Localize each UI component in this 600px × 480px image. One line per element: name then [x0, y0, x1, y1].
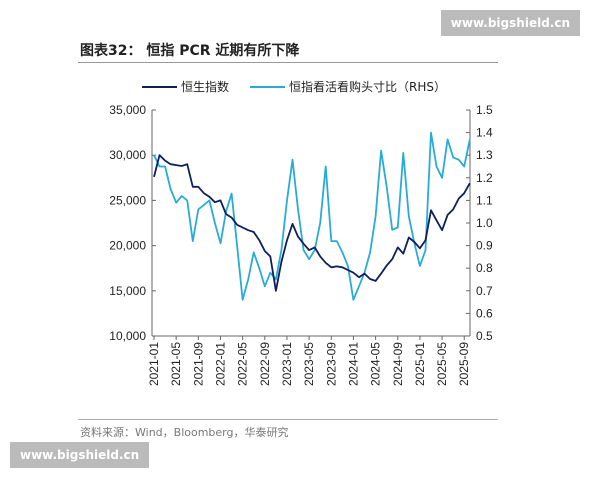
right-tick-label: 0.8: [476, 261, 493, 275]
left-tick-label: 25,000: [109, 193, 146, 207]
legend-label-pcr: 恒指看活看购头寸比（RHS）: [289, 79, 446, 94]
x-tick-label: 2022-01: [213, 342, 227, 386]
chart-title: 图表32： 恒指 PCR 近期有所下降: [80, 43, 300, 59]
x-tick-label: 2024-05: [369, 342, 383, 386]
x-tick-label: 2022-05: [236, 342, 250, 386]
x-tick-label: 2025-05: [435, 342, 449, 386]
left-tick-label: 20,000: [109, 239, 146, 253]
x-tick-label: 2025-09: [457, 342, 471, 386]
x-tick-label: 2024-01: [346, 342, 360, 386]
x-tick-label: 2021-09: [191, 342, 205, 386]
left-tick-label: 35,000: [109, 103, 146, 117]
left-tick-label: 10,000: [109, 329, 146, 343]
x-tick-label: 2021-01: [147, 342, 161, 386]
right-tick-label: 1.2: [476, 171, 493, 185]
axes: 10,000 15,000 20,000 25,000 30,000 35,000 0.5 0…: [109, 103, 493, 386]
x-tick-label: 2021-05: [169, 342, 183, 386]
left-tick-label: 30,000: [109, 148, 146, 162]
right-tick-label: 0.9: [476, 239, 493, 253]
series-line-hsi: [153, 154, 471, 292]
x-tick-label: 2024-09: [391, 342, 405, 386]
x-tick-label: 2023-05: [302, 342, 316, 386]
legend: 恒生指数 恒指看活看购头寸比（RHS）: [142, 79, 446, 94]
right-tick-label: 1.1: [476, 193, 493, 207]
series-line-pcr: [153, 131, 471, 301]
x-tick-label: 2022-09: [258, 342, 272, 386]
source-note: 资料来源：Wind，Bloomberg，华泰研究: [80, 426, 289, 439]
right-tick-label: 0.5: [476, 329, 493, 343]
x-tick-label: 2025-01: [413, 342, 427, 386]
right-tick-label: 1.0: [476, 216, 493, 230]
right-tick-label: 0.6: [476, 306, 493, 320]
watermark-bottom: www.bigshield.cn: [10, 442, 150, 468]
left-tick-label: 15,000: [109, 284, 146, 298]
legend-label-hsi: 恒生指数: [181, 79, 229, 94]
right-tick-label: 1.3: [476, 148, 493, 162]
watermark-top: www.bigshield.cn: [440, 10, 580, 36]
x-tick-label: 2023-01: [280, 342, 294, 386]
source-divider: [78, 419, 498, 420]
right-tick-label: 1.5: [476, 103, 493, 117]
title-divider: [78, 62, 498, 63]
right-tick-label: 1.4: [476, 126, 493, 140]
series-lines: [153, 131, 471, 301]
right-tick-label: 0.7: [476, 284, 493, 298]
x-tick-label: 2023-09: [324, 342, 338, 386]
